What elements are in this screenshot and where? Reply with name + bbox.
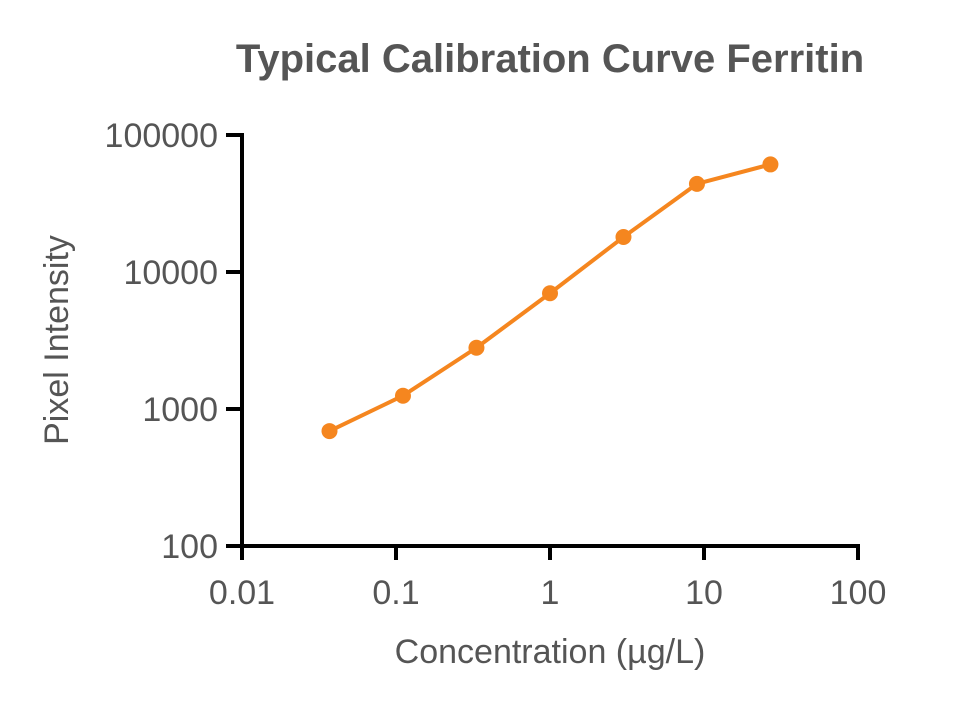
y-axis-label: Pixel Intensity (38, 235, 76, 445)
y-tick-label: 100 (161, 528, 218, 566)
data-point (468, 339, 485, 356)
chart-title: Typical Calibration Curve Ferritin (236, 37, 864, 81)
x-axis-label: Concentration (µg/L) (395, 633, 706, 671)
x-tick-label: 0.01 (209, 574, 275, 612)
data-point (321, 423, 338, 440)
y-tick-label: 1000 (142, 391, 218, 429)
data-point (542, 285, 558, 302)
data-point (615, 229, 632, 246)
x-tick-label: 0.1 (372, 574, 419, 612)
x-tick-label: 100 (830, 574, 887, 612)
ticks: 0.01 0.1 1 10 100 100 1000 10000 100000 (105, 117, 887, 612)
series-layer (321, 156, 779, 440)
y-tick-label: 10000 (123, 254, 218, 292)
data-point (394, 387, 411, 404)
data-point (762, 156, 779, 173)
y-tick-label: 100000 (105, 117, 218, 155)
x-tick-label: 1 (541, 574, 560, 612)
x-tick-label: 10 (685, 574, 723, 612)
axes (240, 133, 860, 548)
data-point (688, 175, 705, 192)
